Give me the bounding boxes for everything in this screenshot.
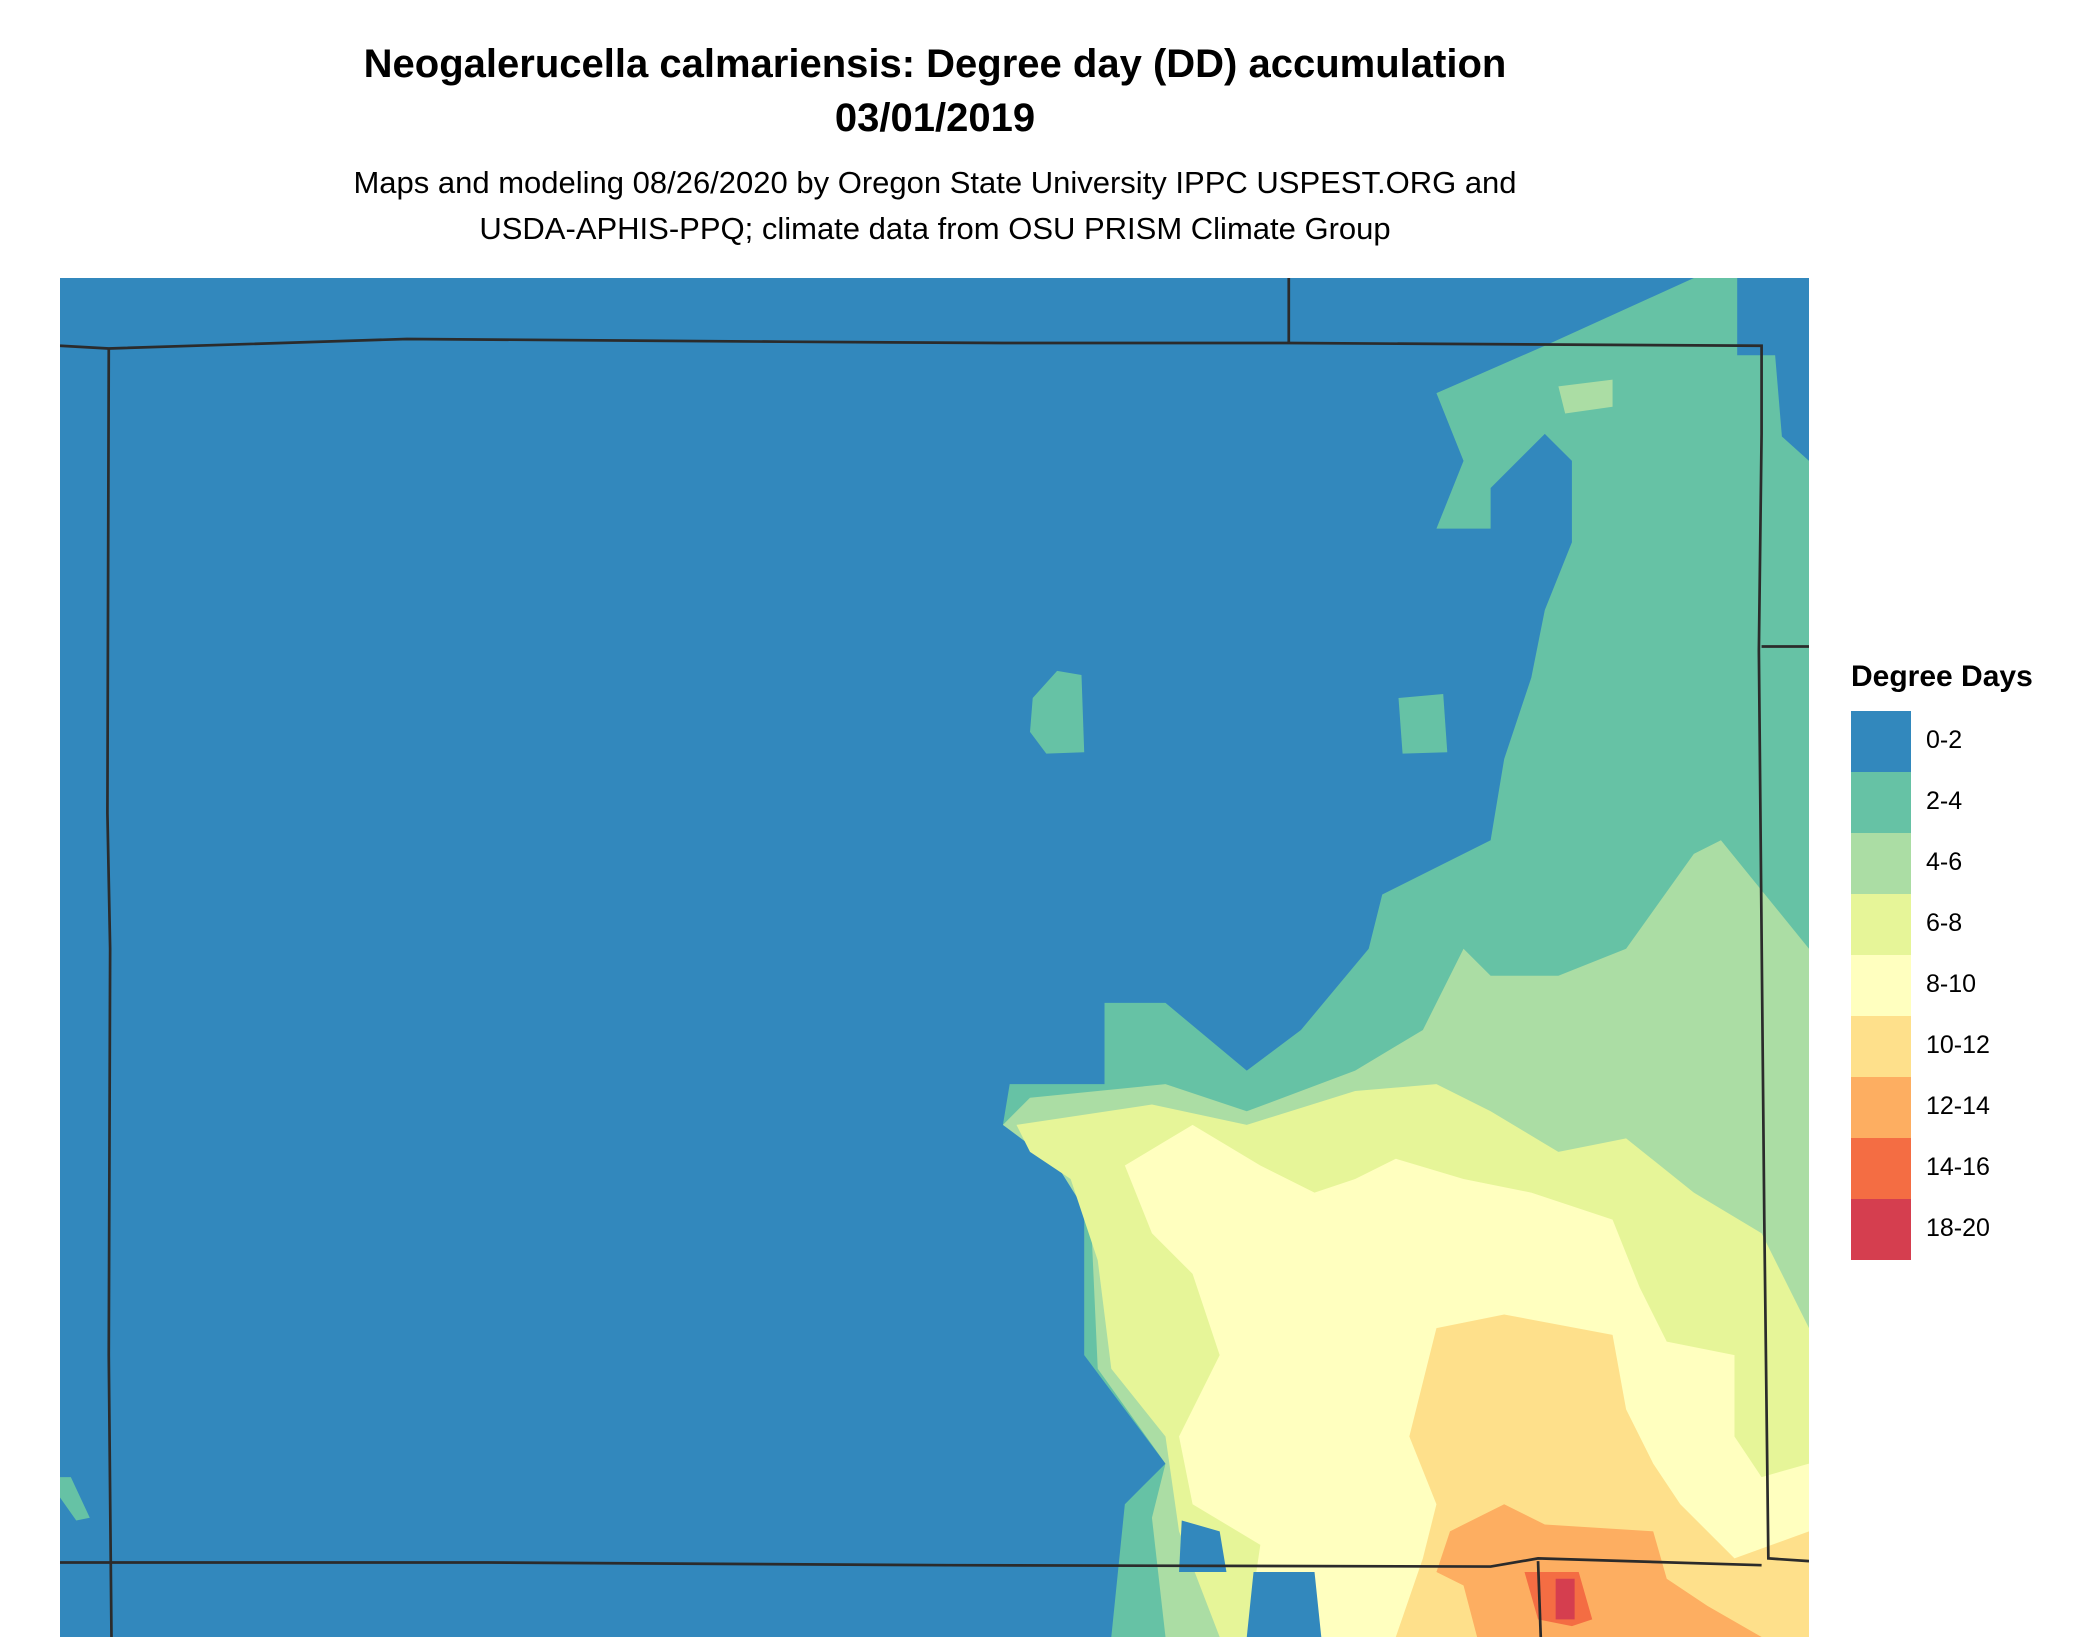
legend-label: 2-4 xyxy=(1926,787,1963,815)
legend-label: 6-8 xyxy=(1926,909,1963,937)
legend-swatch xyxy=(1851,1016,1911,1077)
subtitle-line-2: USDA-APHIS-PPQ; climate data from OSU PR… xyxy=(479,211,1391,246)
legend-title: Degree Days xyxy=(1851,660,2033,693)
legend-item: 10-12 xyxy=(1851,1016,2091,1077)
zone-12-14 xyxy=(1436,1504,1762,1637)
subtitle-line-1: Maps and modeling 08/26/2020 by Oregon S… xyxy=(353,165,1517,200)
zone-0-2-patch xyxy=(1179,1520,1227,1572)
zone-4-6-patch xyxy=(1558,379,1613,414)
map-title: Neogalerucella calmariensis: Degree day … xyxy=(363,42,1507,86)
legend-swatch xyxy=(1851,1077,1911,1138)
degree-day-map xyxy=(60,278,1809,1637)
zone-18-20 xyxy=(1555,1578,1575,1620)
legend-swatch xyxy=(1851,833,1911,894)
zone-2-4-patch xyxy=(1398,693,1448,754)
legend-label: 8-10 xyxy=(1926,970,1977,998)
legend-swatch xyxy=(1851,711,1911,772)
legend-item: 18-20 xyxy=(1851,1199,2091,1260)
legend-item: 12-14 xyxy=(1851,1077,2091,1138)
zone-2-4-patch xyxy=(60,1477,90,1521)
state-boundaries xyxy=(60,278,1809,1637)
legend-item: 2-4 xyxy=(1851,772,2091,833)
legend-swatch xyxy=(1851,1138,1911,1199)
legend-label: 4-6 xyxy=(1926,848,1963,876)
legend-swatch xyxy=(1851,1199,1911,1260)
legend-label: 0-2 xyxy=(1926,726,1963,754)
legend-item: 0-2 xyxy=(1851,711,2091,772)
zone-2-4-patch xyxy=(1030,670,1085,754)
zone-0-2-patch xyxy=(1737,278,1809,461)
legend-swatch xyxy=(1851,772,1911,833)
legend-label: 10-12 xyxy=(1926,1031,1990,1059)
legend-item: 14-16 xyxy=(1851,1138,2091,1199)
legend-label: 14-16 xyxy=(1926,1153,1990,1181)
legend-label: 18-20 xyxy=(1926,1214,1990,1242)
legend-swatch xyxy=(1851,955,1911,1016)
legend-item: 8-10 xyxy=(1851,955,2091,1016)
map-date: 03/01/2019 xyxy=(834,96,1036,140)
legend-swatch xyxy=(1851,894,1911,955)
legend-label: 12-14 xyxy=(1926,1092,1990,1120)
legend-item: 4-6 xyxy=(1851,833,2091,894)
legend-item: 6-8 xyxy=(1851,894,2091,955)
zone-0-2-patch xyxy=(1246,1571,1322,1637)
